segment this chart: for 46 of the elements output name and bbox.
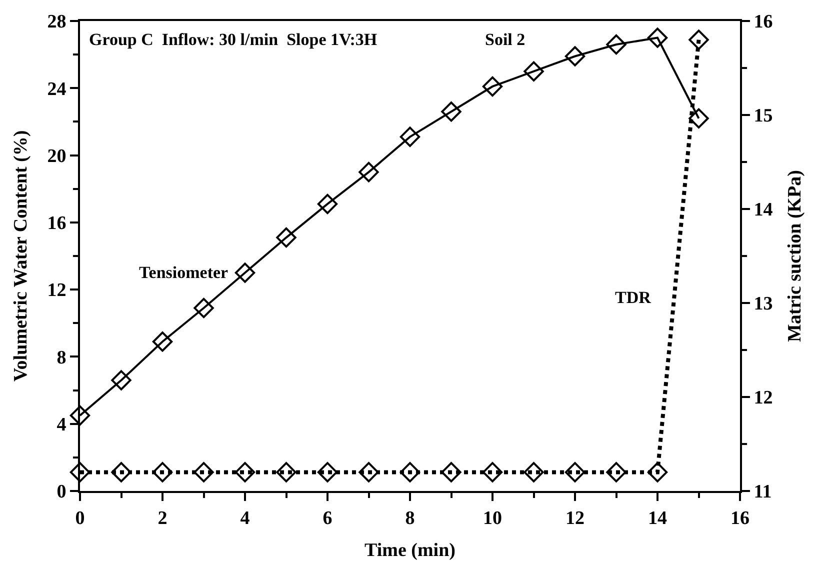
y-tick-label: 24 [47, 78, 67, 100]
y-tick-label: 16 [47, 213, 66, 234]
series-label: TDR [615, 288, 652, 307]
y2-axis-title: Matric suction (KPa) [784, 170, 806, 342]
point [606, 34, 626, 55]
point [688, 108, 709, 128]
point [358, 162, 379, 182]
y2-tick-label: 13 [754, 294, 773, 315]
point [152, 332, 173, 352]
x-tick-label: 12 [566, 508, 584, 529]
series-label: Tensiometer [139, 263, 229, 282]
x-tick-label: 14 [648, 508, 668, 529]
y2-tick-label: 11 [754, 482, 772, 503]
annotation: Group C Inflow: 30 l/min Slope 1V:3H [89, 30, 378, 49]
point [647, 28, 668, 48]
y-tick-label: 4 [56, 414, 67, 436]
x-tick-label: 8 [405, 508, 415, 529]
x-tick-label: 16 [730, 508, 750, 529]
point [524, 61, 544, 82]
point [194, 298, 214, 318]
y2-tick-label: 14 [754, 200, 774, 221]
y-tick-label: 8 [56, 347, 66, 368]
point [564, 46, 586, 66]
point [276, 227, 296, 248]
y-tick-label: 28 [47, 12, 66, 33]
point [234, 262, 256, 283]
x-tick-label: 2 [158, 508, 168, 529]
y-tick-label: 20 [47, 146, 66, 167]
y-tick-label: 0 [56, 482, 66, 503]
point [317, 194, 338, 214]
x-tick-label: 4 [240, 508, 250, 529]
y-axis-title: Volumetric Water Content (%) [10, 130, 32, 382]
point [441, 102, 462, 122]
x-tick-label: 0 [75, 508, 85, 529]
x-axis-title: Time (min) [364, 540, 456, 562]
y-tick-label: 12 [47, 280, 66, 302]
x-tick-label: 6 [322, 508, 332, 529]
y2-tick-label: 16 [754, 12, 773, 33]
point [400, 126, 420, 147]
y2-tick-label: 12 [754, 388, 773, 409]
y2-tick-label: 15 [754, 106, 773, 127]
x-tick-label: 10 [483, 508, 502, 529]
point [70, 405, 90, 426]
point [111, 370, 132, 390]
point [482, 76, 503, 97]
annotation: Soil 2 [485, 30, 526, 49]
